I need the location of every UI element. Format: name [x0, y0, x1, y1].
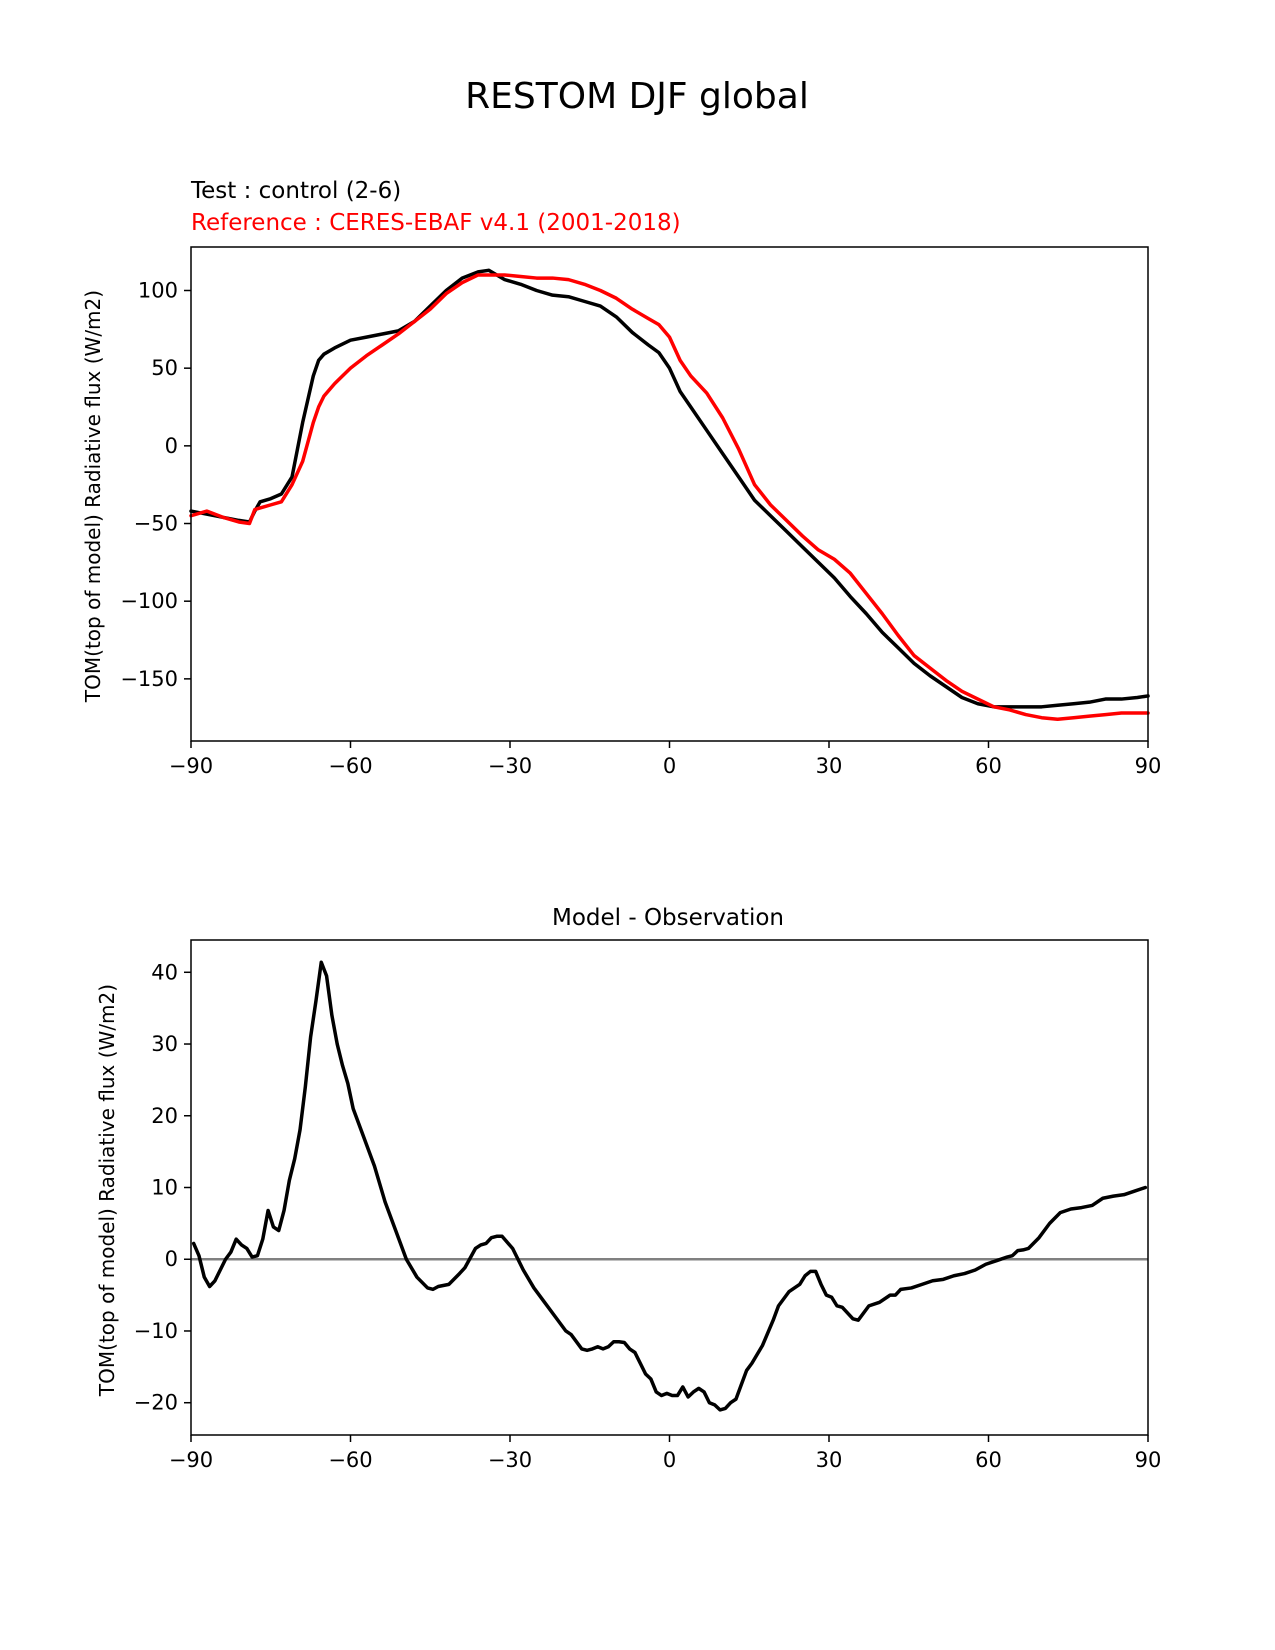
y-tick-label: 100 [138, 278, 178, 302]
y-tick-label: 40 [151, 960, 178, 984]
y-tick-label: −20 [134, 1391, 178, 1415]
bottom-title: Model - Observation [552, 905, 784, 931]
x-tick-label: −90 [169, 1448, 213, 1472]
bottom-plot-area: −90 −60 −30 0 30 60 90 40 30 20 10 0 −10 −20 [134, 939, 1162, 1472]
y-tick-label: −150 [120, 667, 178, 691]
x-tick-label: 60 [975, 754, 1002, 778]
bottom-panel: Model - Observation TOM(top of model) Ra… [95, 905, 1161, 1472]
y-tick-label: 0 [165, 434, 178, 458]
x-tick-label: 0 [663, 1448, 676, 1472]
y-tick-label: −10 [134, 1319, 178, 1343]
figure-suptitle: RESTOM DJF global [465, 76, 809, 117]
x-tick-label: −60 [328, 754, 372, 778]
x-tick-label: 0 [663, 754, 676, 778]
y-tick-label: −100 [120, 589, 178, 613]
x-tick-label: −30 [488, 1448, 532, 1472]
series-line-difference [191, 960, 1148, 1412]
x-tick-label: 30 [816, 754, 843, 778]
y-tick-label: −50 [134, 512, 178, 536]
y-tick-label: 50 [151, 356, 178, 380]
test-label: Test : control (2-6) [190, 178, 401, 204]
x-tick-label: 60 [975, 1448, 1002, 1472]
reference-label: Reference : CERES-EBAF v4.1 (2001-2018) [191, 210, 681, 236]
x-tick-label: −90 [169, 754, 213, 778]
x-tick-label: 30 [816, 1448, 843, 1472]
y-tick-label: 20 [151, 1104, 178, 1128]
top-plot-area: −90 −60 −30 0 30 60 90 100 50 0 −50 −100 −150 [120, 246, 1162, 778]
plot-frame [190, 246, 1149, 742]
x-tick-label: 90 [1135, 754, 1162, 778]
x-tick-label: 90 [1135, 1448, 1162, 1472]
y-tick-label: 30 [151, 1032, 178, 1056]
bottom-ylabel: TOM(top of model) Radiative flux (W/m2) [95, 984, 119, 1397]
plot-frame [190, 939, 1149, 1436]
y-tick-label: 10 [151, 1176, 178, 1200]
top-panel: Test : control (2-6) Reference : CERES-E… [81, 178, 1161, 778]
series-line-test [189, 268, 1150, 709]
y-tick-label: 0 [165, 1247, 178, 1271]
top-ylabel: TOM(top of model) Radiative flux (W/m2) [81, 290, 105, 703]
x-tick-label: −30 [488, 754, 532, 778]
x-tick-label: −60 [328, 1448, 372, 1472]
series-line-reference [189, 273, 1150, 721]
